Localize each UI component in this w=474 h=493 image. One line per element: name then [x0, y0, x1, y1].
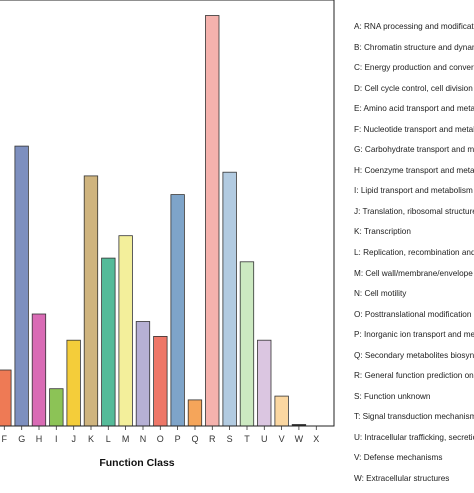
legend-item: V: Defense mechanisms	[354, 453, 443, 463]
bar-R	[205, 15, 220, 427]
x-tick-label-T: T	[244, 434, 250, 444]
legend-item: F: Nucleotide transport and metabolism	[354, 124, 474, 134]
bar-H	[31, 313, 47, 427]
x-axis-title: Function Class	[99, 457, 175, 469]
bar-O	[153, 335, 168, 427]
legend-item: C: Energy production and conversion	[354, 63, 474, 73]
bar-L	[101, 257, 116, 427]
x-tick-label-F: F	[2, 434, 8, 444]
bar-V	[274, 395, 289, 427]
bar-I	[49, 388, 64, 427]
legend-item: G: Carbohydrate transport and metabolism	[354, 145, 474, 155]
bar-P	[170, 194, 185, 427]
x-tick-label-M: M	[122, 434, 130, 444]
x-tick-label-X: X	[313, 434, 319, 444]
plot-frame	[0, 0, 335, 427]
x-tick-label-W: W	[295, 434, 304, 444]
legend-item: K: Transcription	[354, 227, 411, 237]
x-tick-label-K: K	[88, 434, 94, 444]
x-tick-label-J: J	[71, 434, 76, 444]
x-tick-label-O: O	[157, 434, 164, 444]
legend-item: D: Cell cycle control, cell division	[354, 83, 473, 93]
x-tick-label-H: H	[36, 434, 43, 444]
bar-N	[135, 321, 151, 427]
bar-F	[0, 369, 12, 427]
bar-S	[222, 171, 237, 427]
legend-item: L: Replication, recombination and repair	[354, 248, 474, 258]
x-tick-label-U: U	[261, 434, 268, 444]
legend-item: T: Signal transduction mechanisms	[354, 412, 474, 422]
bar-Q	[187, 399, 203, 427]
x-tick-label-G: G	[18, 434, 25, 444]
legend-item: N: Cell motility	[354, 289, 407, 299]
legend-item: O: Posttranslational modification	[354, 309, 472, 319]
legend-item: Q: Secondary metabolites biosynthesis	[354, 350, 474, 360]
legend-item: R: General function prediction only	[354, 371, 474, 381]
legend-item: E: Amino acid transport and metabolism	[354, 104, 474, 114]
x-tick-label-V: V	[279, 434, 285, 444]
legend-item: S: Function unknown	[354, 391, 431, 401]
bar-T	[239, 261, 255, 427]
legend-item: W: Extracellular structures	[354, 474, 450, 484]
legend-item: P: Inorganic ion transport and metabolis…	[354, 330, 474, 340]
legend-item: B: Chromatin structure and dynamics	[354, 42, 474, 52]
x-tick-label-L: L	[106, 434, 111, 444]
legend-item: H: Coenzyme transport and metabolism	[354, 165, 474, 175]
bar-U	[257, 339, 272, 427]
legend-item: A: RNA processing and modification	[354, 22, 474, 31]
legend: A: RNA processing and modification B: Chr…	[354, 20, 474, 493]
x-tick-label-P: P	[175, 434, 181, 444]
bar-M	[118, 235, 133, 427]
x-tick-label-Q: Q	[191, 434, 198, 444]
x-tick-label-R: R	[209, 434, 216, 444]
legend-item: I: Lipid transport and metabolism	[354, 186, 473, 196]
bar-J	[66, 339, 81, 427]
x-tick-label-S: S	[227, 434, 233, 444]
bar-G	[14, 145, 29, 427]
bar-K	[83, 175, 99, 427]
x-tick-label-N: N	[140, 434, 147, 444]
legend-item: J: Translation, ribosomal structure	[354, 206, 474, 216]
x-tick-label-I: I	[55, 434, 58, 444]
legend-item: M: Cell wall/membrane/envelope biogenesi…	[354, 268, 474, 278]
legend-item: U: Intracellular trafficking, secretion	[354, 432, 474, 442]
